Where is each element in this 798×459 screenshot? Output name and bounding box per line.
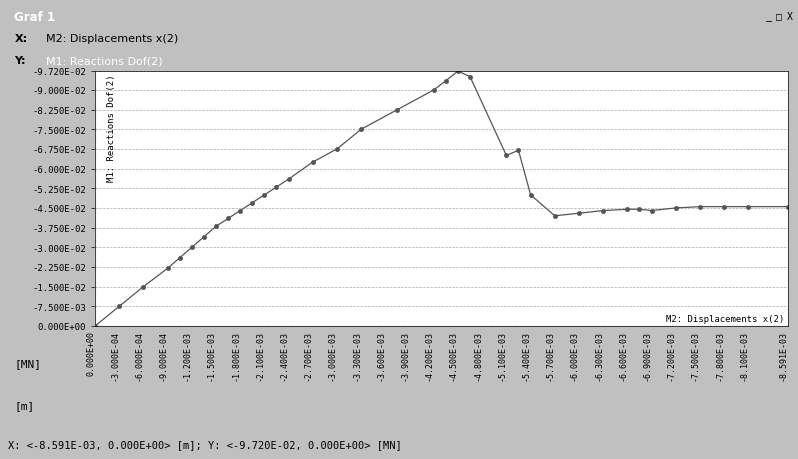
Text: -6.600E-03: -6.600E-03 [618,330,627,380]
Text: -3.600E-03: -3.600E-03 [377,330,385,380]
Text: M1: Reactions Dof(2): M1: Reactions Dof(2) [45,56,162,66]
Text: -5.100E-03: -5.100E-03 [497,330,507,380]
Text: M2: Displacements x(2): M2: Displacements x(2) [666,314,784,323]
Text: -2.700E-03: -2.700E-03 [304,330,313,380]
Text: -8.100E-03: -8.100E-03 [740,330,749,380]
Text: -3.000E-04: -3.000E-04 [110,330,119,380]
Text: -9.000E-04: -9.000E-04 [159,330,168,380]
Text: -1.800E-03: -1.800E-03 [231,330,240,380]
Text: M1: Reactions Dof(2): M1: Reactions Dof(2) [108,74,117,182]
Text: X: X [787,12,792,22]
Text: -4.500E-03: -4.500E-03 [449,330,458,380]
Text: -6.300E-03: -6.300E-03 [595,330,603,380]
Text: -3.300E-03: -3.300E-03 [352,330,361,380]
Text: -2.100E-03: -2.100E-03 [255,330,264,380]
Text: -3.900E-03: -3.900E-03 [401,330,409,380]
Text: -3.000E-03: -3.000E-03 [328,330,337,380]
Text: -7.200E-03: -7.200E-03 [667,330,676,380]
Text: -6.900E-03: -6.900E-03 [642,330,652,380]
Text: M2: Displacements x(2): M2: Displacements x(2) [45,34,178,44]
Text: -5.700E-03: -5.700E-03 [546,330,555,380]
Text: -2.400E-03: -2.400E-03 [279,330,289,380]
Text: □: □ [776,12,782,22]
Text: -7.500E-03: -7.500E-03 [691,330,700,380]
Text: -6.000E-03: -6.000E-03 [570,330,579,380]
Text: -4.800E-03: -4.800E-03 [473,330,482,380]
Text: -1.500E-03: -1.500E-03 [207,330,216,380]
Text: -5.400E-03: -5.400E-03 [522,330,531,380]
Text: -4.200E-03: -4.200E-03 [425,330,434,380]
Text: 0.000E+00: 0.000E+00 [86,330,95,375]
Text: -1.200E-03: -1.200E-03 [183,330,192,380]
Text: [MN]: [MN] [14,358,41,368]
Text: -6.000E-04: -6.000E-04 [134,330,144,380]
Text: X: <-8.591E-03, 0.000E+00> [m]; Y: <-9.720E-02, 0.000E+00> [MN]: X: <-8.591E-03, 0.000E+00> [m]; Y: <-9.7… [8,440,401,449]
Text: [m]: [m] [14,400,34,410]
Text: X:: X: [14,34,27,44]
Text: -7.800E-03: -7.800E-03 [715,330,725,380]
Text: _: _ [766,12,772,22]
Text: -8.591E-03: -8.591E-03 [779,330,788,380]
Text: Y:: Y: [14,56,26,66]
Text: Graf 1: Graf 1 [14,11,56,23]
